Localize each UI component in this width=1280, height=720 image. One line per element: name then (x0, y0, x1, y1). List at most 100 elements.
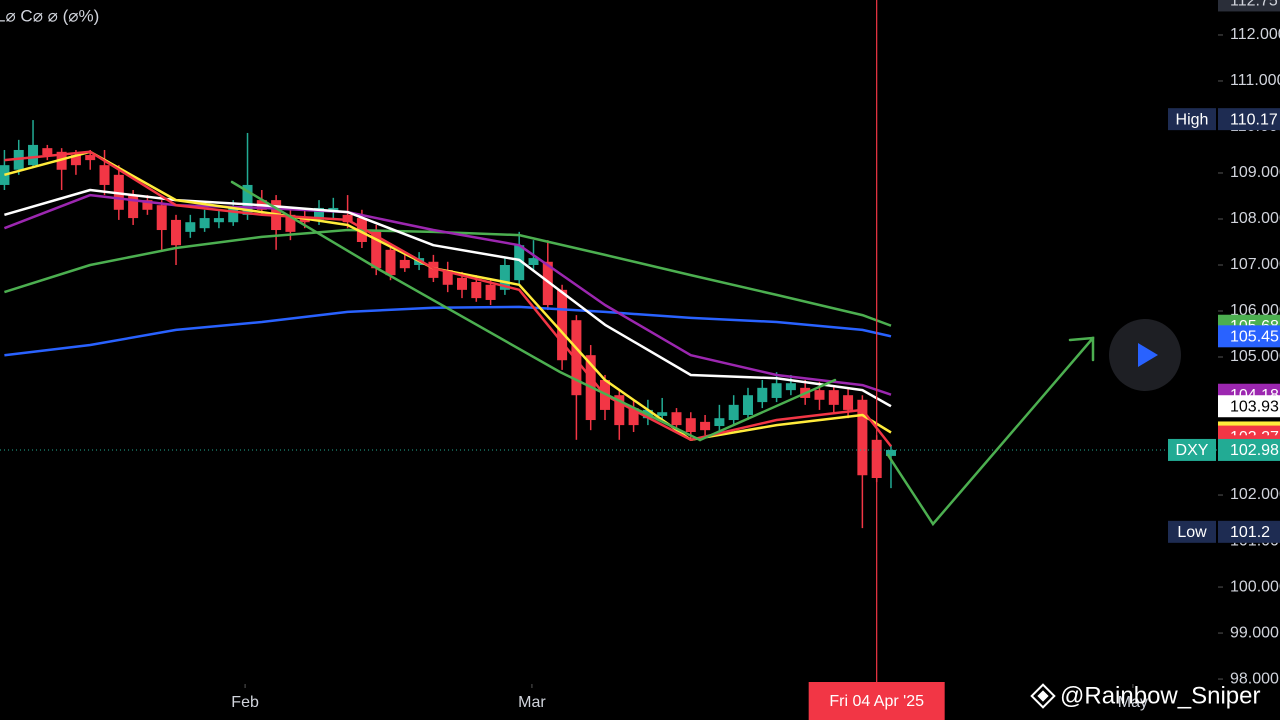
candle-body (371, 230, 382, 269)
candle-body (70, 155, 81, 166)
date-badge (808, 682, 945, 720)
candle-body (700, 421, 711, 431)
candle-body (714, 418, 725, 427)
ma-line (4, 150, 892, 448)
candle-body (171, 219, 182, 246)
candle-body (228, 207, 239, 223)
price-badge-label: 105.45 (1230, 329, 1279, 346)
play-icon (1138, 343, 1158, 367)
price-badge-label: 103.93 (1230, 398, 1279, 415)
watermark-text: @Rainbow_Sniper (1060, 682, 1260, 709)
x-tick-label: May (1118, 694, 1148, 711)
candle-body (742, 395, 753, 415)
ma-line (4, 150, 892, 442)
candle-body (614, 395, 625, 426)
badge-name-box (1168, 438, 1216, 461)
candle-body (399, 259, 410, 269)
candle-body (514, 245, 525, 281)
y-tick-label: 105.000 (1230, 348, 1280, 365)
candle-body (156, 205, 167, 231)
y-tick-label: 99.000 (1230, 624, 1279, 641)
candle-body (242, 184, 253, 215)
candle-body (628, 408, 639, 426)
candle-body (785, 383, 796, 391)
candle-body (199, 218, 210, 229)
price-badge-label: 101.2 (1230, 524, 1270, 541)
candle-body (442, 270, 453, 285)
price-badge (1218, 520, 1280, 543)
candle-body (457, 277, 468, 290)
candle-body (814, 390, 825, 400)
candle-body (342, 214, 353, 223)
candle-body (857, 399, 868, 476)
price-badge (1218, 325, 1280, 348)
date-label: Fri 04 Apr '25 (829, 693, 924, 710)
candle-body (657, 412, 668, 416)
watermark-logo (1030, 683, 1056, 709)
candle-body (757, 387, 768, 403)
candle-body (85, 155, 96, 161)
annotation (230, 180, 1095, 527)
candle-body (213, 218, 224, 223)
price-badge (1218, 395, 1280, 418)
y-tick-label: 102.000 (1230, 486, 1280, 503)
legend-header: L⌀ C⌀ ⌀ (⌀%) (0, 6, 99, 25)
candle-body (428, 261, 439, 278)
y-tick-label: 108.000 (1230, 210, 1280, 227)
price-badge-label: 102.98 (1230, 442, 1279, 459)
badge-name: High (1176, 111, 1209, 128)
candle-body (557, 289, 568, 361)
candle-body (671, 412, 682, 426)
y-tick-label: 109.000 (1230, 164, 1280, 181)
candle-body (28, 144, 39, 166)
candle-body (771, 383, 782, 398)
price-badge (1218, 0, 1280, 12)
x-tick-label: Feb (231, 694, 259, 711)
candle-body (285, 214, 296, 232)
y-tick-label: 100.000 (1230, 578, 1280, 595)
candle-body (299, 218, 310, 223)
candle-body (485, 284, 496, 300)
x-tick-label: Mar (518, 694, 546, 711)
y-tick-label: 107.000 (1230, 256, 1280, 273)
badge-name-box (1168, 108, 1216, 131)
candle-body (471, 282, 482, 299)
trend-line (230, 180, 702, 442)
ma-line (4, 305, 892, 357)
y-tick-label: 111.000 (1230, 72, 1280, 89)
ma-line (4, 228, 892, 327)
overlay: Fri 04 Apr '25112.75110.17High105.68105.… (808, 0, 1280, 720)
price-badge (1218, 438, 1280, 461)
price-badge-label: 110.17 (1230, 111, 1278, 128)
watermark: @Rainbow_Sniper (1030, 682, 1260, 709)
candle-body (99, 165, 110, 185)
candle-body (528, 258, 539, 265)
candle-body (385, 249, 396, 276)
ma-line (3, 193, 892, 396)
candle-body (314, 207, 325, 220)
candle-body (685, 418, 696, 432)
candle-body (142, 200, 153, 210)
candle-body (499, 264, 510, 290)
trend-line (698, 378, 837, 442)
price-badge (1218, 108, 1280, 131)
candle-body (728, 404, 739, 421)
candle-body (843, 395, 854, 410)
candle-body (885, 449, 896, 456)
badge-name: Low (1177, 524, 1207, 541)
candle-body (571, 320, 582, 396)
arrow-head (1068, 336, 1095, 362)
candle-body (542, 261, 553, 306)
y-tick-label: 98.000 (1230, 670, 1279, 687)
badge-name: DXY (1176, 442, 1209, 459)
candle-body (828, 390, 839, 405)
y-tick-label: 112.000 (1230, 26, 1280, 43)
ma-line (4, 188, 892, 408)
candle-body (56, 151, 67, 170)
candle-body (185, 222, 196, 232)
forecast-arrow (886, 336, 1095, 527)
